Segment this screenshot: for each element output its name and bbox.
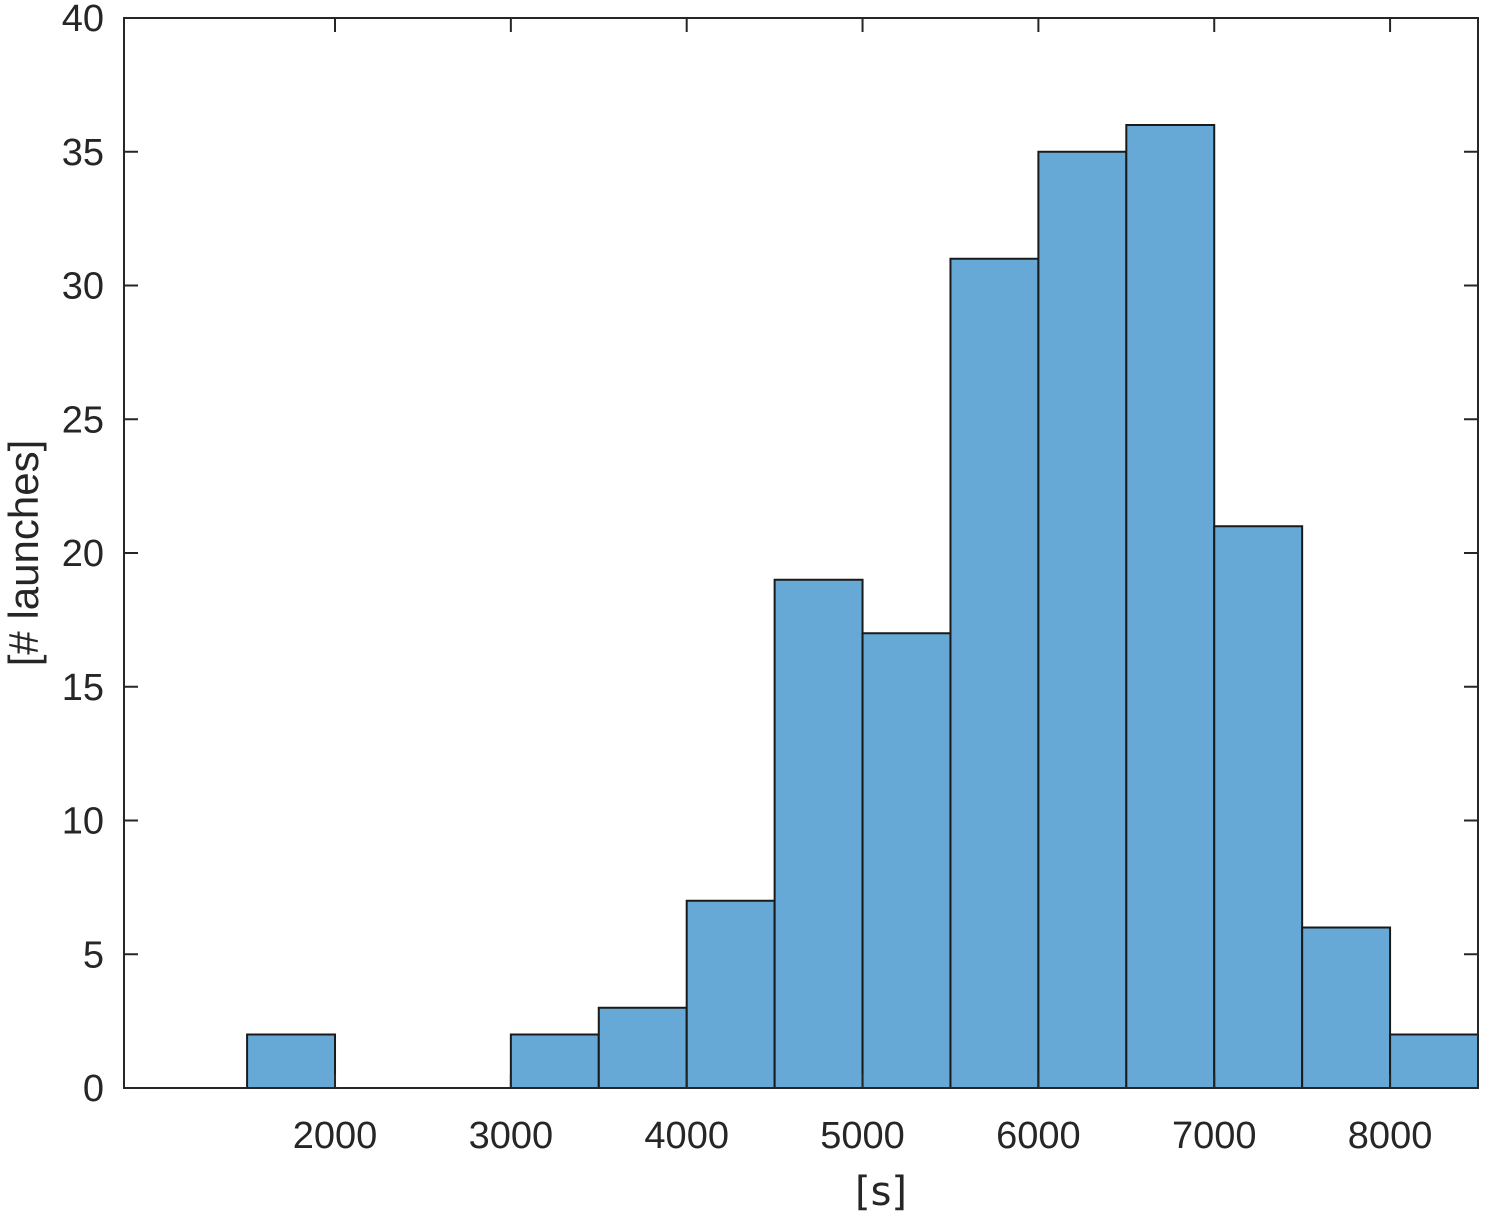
x-tick-label: 3000: [469, 1115, 554, 1157]
x-tick-label: 7000: [1172, 1115, 1257, 1157]
y-tick-label: 20: [62, 533, 104, 575]
histogram-bar: [597, 1006, 688, 1089]
histogram-bar: [861, 632, 952, 1089]
histogram-bar: [949, 257, 1040, 1089]
histogram-bar: [773, 578, 864, 1089]
y-axis-label: [# launches]: [0, 440, 47, 667]
x-tick-label: 2000: [293, 1115, 378, 1157]
histogram-bar: [1125, 124, 1216, 1089]
y-tick-label: 5: [83, 934, 104, 976]
x-axis-label: [s]: [855, 1169, 907, 1215]
y-tick-label: 15: [62, 667, 104, 709]
histogram-bar: [1301, 926, 1392, 1089]
y-axis-ticks: 0 5 10 15 20 25 30 35 40: [62, 0, 1478, 1110]
x-tick-label: 5000: [820, 1115, 905, 1157]
y-tick-label: 30: [62, 266, 104, 308]
y-tick-label: 0: [83, 1068, 104, 1110]
y-tick-label: 25: [62, 399, 104, 441]
y-tick-label: 35: [62, 132, 104, 174]
histogram-bar: [1037, 150, 1128, 1089]
x-axis-ticks: 2000 3000 4000 5000 6000 7000 8000: [293, 18, 1433, 1157]
histogram-bar: [1389, 1033, 1479, 1089]
x-tick-label: 8000: [1348, 1115, 1433, 1157]
x-tick-label: 4000: [644, 1115, 729, 1157]
histogram-bar: [246, 1033, 337, 1089]
y-tick-label: 40: [62, 0, 104, 40]
x-tick-label: 6000: [996, 1115, 1081, 1157]
histogram-bar: [1213, 525, 1304, 1089]
histogram-bar: [685, 899, 776, 1089]
histogram-bars: [246, 124, 1479, 1089]
y-tick-label: 10: [62, 801, 104, 843]
histogram-bar: [509, 1033, 600, 1089]
